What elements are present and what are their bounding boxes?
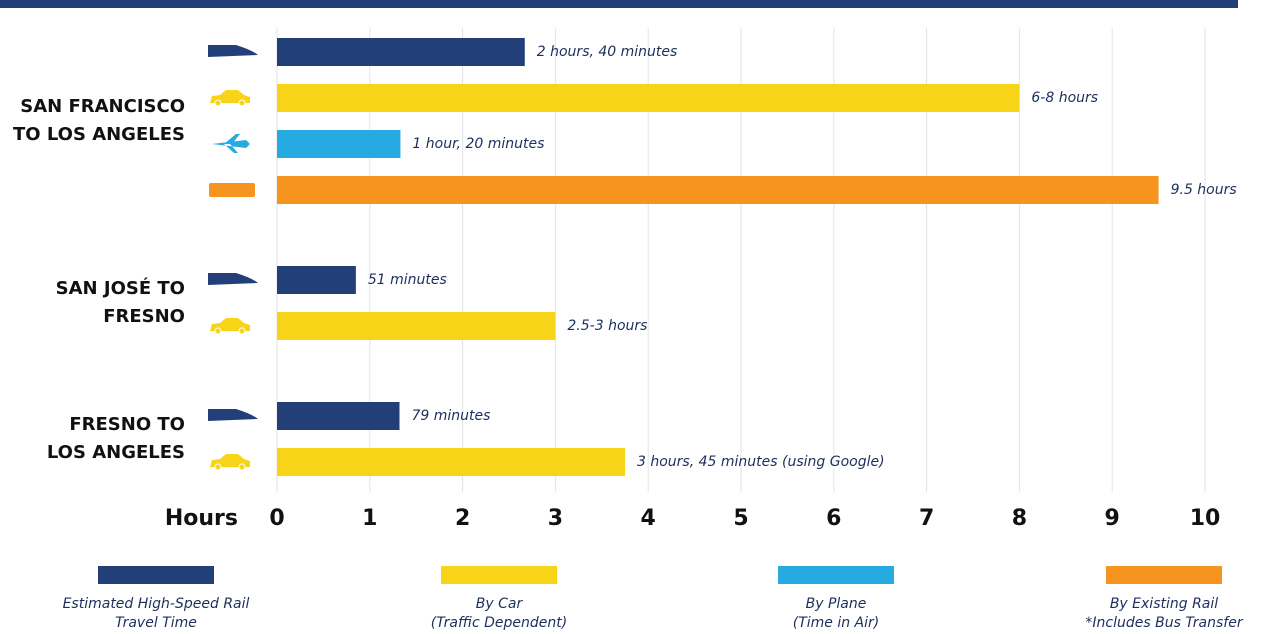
- x-tick-label: 5: [733, 506, 748, 531]
- rail-icon: [209, 183, 255, 197]
- legend-label: Estimated High-Speed Rail: [63, 596, 250, 612]
- value-label: 2 hours, 40 minutes: [537, 44, 678, 60]
- category-label: FRESNO: [103, 306, 185, 327]
- legend-label: By Plane: [806, 596, 867, 612]
- value-label: 3 hours, 45 minutes (using Google): [637, 454, 885, 470]
- bar: [277, 312, 556, 340]
- x-tick-label: 1: [362, 506, 377, 531]
- plane-icon: [212, 134, 250, 153]
- legend-label: (Time in Air): [793, 615, 880, 631]
- car-wheel: [238, 99, 246, 107]
- value-label: 2.5-3 hours: [567, 318, 647, 334]
- category-label: LOS ANGELES: [47, 442, 185, 463]
- bar: [277, 266, 356, 294]
- legend-swatch: [98, 566, 214, 584]
- legend-label: (Traffic Dependent): [431, 615, 568, 631]
- category-label: TO LOS ANGELES: [13, 124, 185, 145]
- legend-label: By Existing Rail: [1110, 596, 1218, 612]
- bar: [277, 176, 1159, 204]
- bar: [277, 448, 625, 476]
- category-label: SAN FRANCISCO: [20, 96, 185, 117]
- value-label: 6-8 hours: [1031, 90, 1098, 106]
- legend-label: Travel Time: [115, 615, 197, 631]
- car-wheel: [214, 463, 222, 471]
- car-icon: [210, 90, 250, 103]
- x-tick-label: 8: [1012, 506, 1027, 531]
- car-wheel: [238, 463, 246, 471]
- car-wheel: [214, 99, 222, 107]
- train-icon: [208, 409, 258, 421]
- value-label: 79 minutes: [411, 408, 490, 424]
- bar: [277, 402, 400, 430]
- bar: [277, 84, 1020, 112]
- legend-swatch: [1106, 566, 1222, 584]
- car-wheel: [238, 327, 246, 335]
- x-tick-label: 2: [455, 506, 470, 531]
- bar: [277, 130, 401, 158]
- x-tick-label: 3: [548, 506, 563, 531]
- value-label: 9.5 hours: [1171, 182, 1237, 198]
- value-label: 51 minutes: [368, 272, 447, 288]
- x-tick-label: 4: [641, 506, 656, 531]
- x-axis-label: Hours: [165, 506, 238, 531]
- top-band: [0, 0, 1238, 8]
- car-wheel: [214, 327, 222, 335]
- train-icon: [208, 273, 258, 285]
- legend-swatch: [778, 566, 894, 584]
- legend-label: By Car: [476, 596, 524, 612]
- category-label: FRESNO TO: [69, 414, 185, 435]
- x-tick-label: 7: [919, 506, 934, 531]
- x-tick-label: 6: [826, 506, 841, 531]
- bar: [277, 38, 525, 66]
- legend-swatch: [441, 566, 557, 584]
- category-label: SAN JOSÉ TO: [56, 277, 185, 299]
- car-icon: [210, 318, 250, 331]
- x-tick-label: 9: [1105, 506, 1120, 531]
- value-label: 1 hour, 20 minutes: [412, 136, 544, 152]
- x-tick-label: 10: [1190, 506, 1221, 531]
- car-icon: [210, 454, 250, 467]
- x-tick-label: 0: [269, 506, 284, 531]
- train-icon: [208, 45, 258, 57]
- legend-label: *Includes Bus Transfer: [1085, 615, 1243, 631]
